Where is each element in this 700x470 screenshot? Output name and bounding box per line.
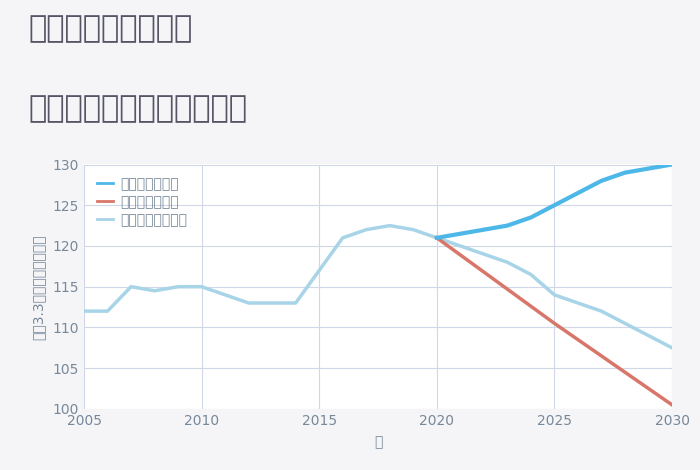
- Y-axis label: 坪（3.3㎡）単価（万円）: 坪（3.3㎡）単価（万円）: [32, 234, 46, 339]
- X-axis label: 年: 年: [374, 435, 382, 449]
- Text: 岐阜県本巣市郡府の: 岐阜県本巣市郡府の: [28, 14, 192, 43]
- Legend: グッドシナリオ, バッドシナリオ, ノーマルシナリオ: グッドシナリオ, バッドシナリオ, ノーマルシナリオ: [91, 172, 192, 233]
- Text: 中古マンションの価格推移: 中古マンションの価格推移: [28, 94, 247, 123]
